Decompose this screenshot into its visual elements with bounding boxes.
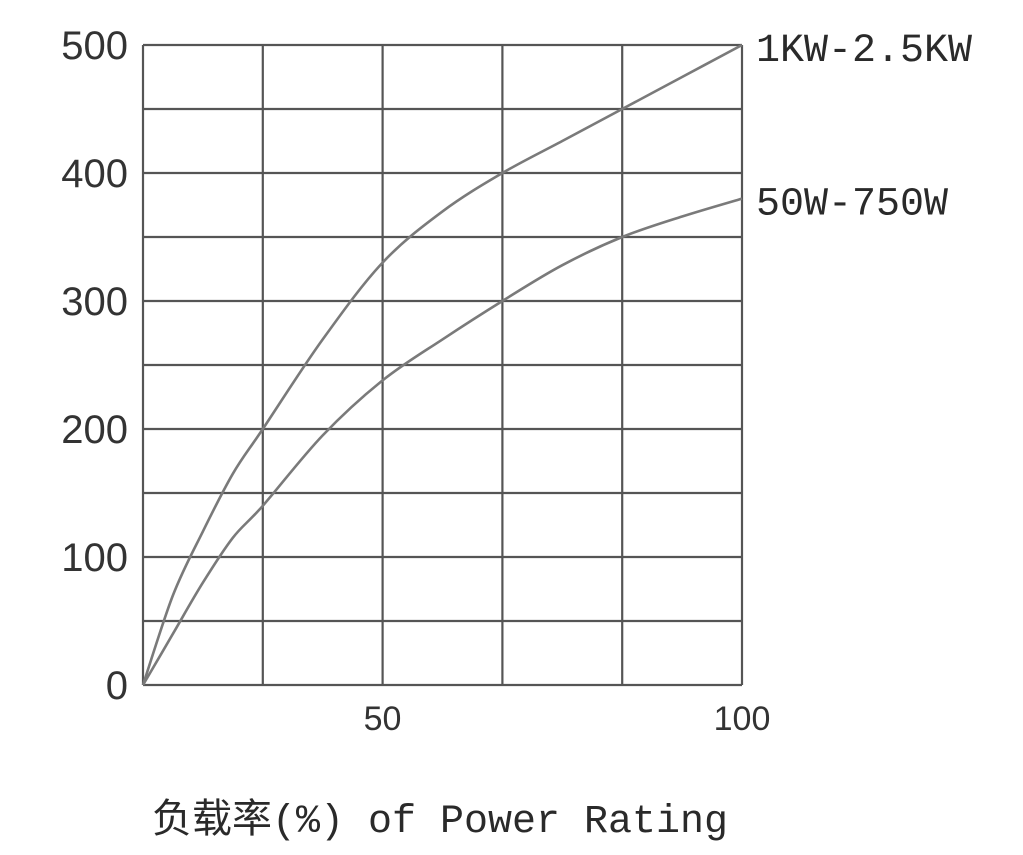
series-labels: 1KW-2.5KW 50W-750W [756, 29, 972, 228]
x-axis-ticks: 50 100 [364, 700, 771, 738]
y-tick-label: 200 [61, 408, 128, 452]
series-line-1 [141, 43, 743, 686]
series-line-2 [141, 197, 743, 686]
x-tick-label: 50 [364, 700, 402, 738]
grid [141, 43, 744, 687]
y-tick-label: 500 [61, 24, 128, 68]
y-tick-label: 100 [61, 536, 128, 580]
series-label-2: 50W-750W [756, 183, 948, 228]
series-lines [141, 43, 743, 686]
y-tick-label: 400 [61, 152, 128, 196]
x-tick-label: 100 [714, 700, 771, 738]
x-axis-label: 负载率(%) of Power Rating [152, 797, 728, 845]
y-tick-label: 300 [61, 280, 128, 324]
series-label-1: 1KW-2.5KW [756, 29, 972, 74]
y-tick-label: 0 [106, 664, 128, 708]
y-axis-ticks: 0 100 200 300 400 500 [61, 24, 128, 708]
